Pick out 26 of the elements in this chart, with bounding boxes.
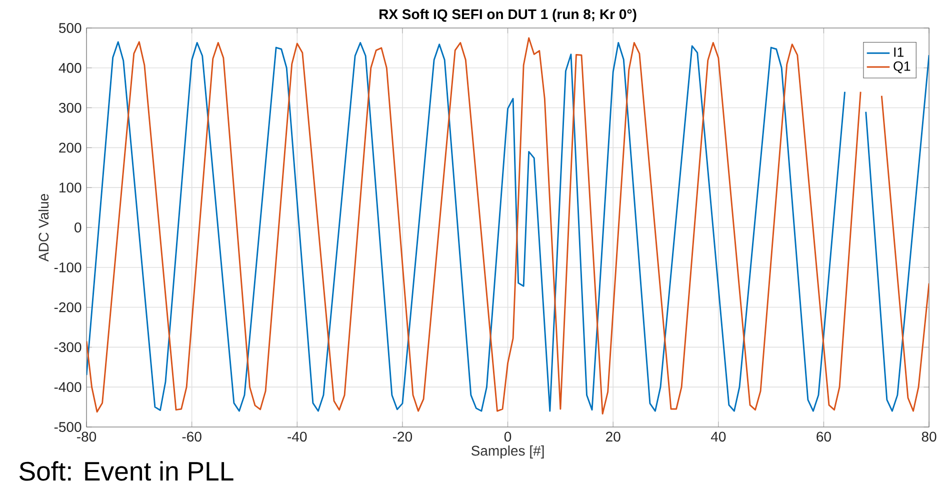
x-axis-title: Samples [#] <box>471 445 544 458</box>
y-tick-label: -300 <box>54 342 82 352</box>
y-tick-label: 100 <box>60 182 82 193</box>
y-tick-label: -500 <box>54 422 82 432</box>
x-tick-label: -80 <box>77 432 96 442</box>
y-tick-label: 300 <box>58 102 82 113</box>
y-tick-label: -400 <box>54 382 82 392</box>
x-tick-label: 80 <box>922 432 936 442</box>
y-tick-label: -200 <box>54 302 82 312</box>
x-tick-label: -60 <box>182 432 202 442</box>
x-tick-label: 40 <box>710 432 726 442</box>
text: Soft: Event in PLL <box>19 461 234 481</box>
x-tick-label: 20 <box>606 432 620 442</box>
x-tick-label: -40 <box>288 432 307 442</box>
legend-label: I1 <box>894 48 904 57</box>
x-tick-label: -20 <box>392 432 412 442</box>
x-tick-label: 60 <box>816 432 831 442</box>
chart-title: RX Soft IQ SEFI on DUT 1 (run 8; Kr 0°) <box>380 8 636 22</box>
y-tick-label: 0 <box>74 222 82 232</box>
legend-label: Q1 <box>894 61 910 74</box>
y-tick-label: -100 <box>54 262 82 272</box>
y-axis-title: ADC Value <box>38 194 49 262</box>
x-tick-label: 0 <box>504 432 512 442</box>
y-tick-label: 400 <box>58 62 82 73</box>
y-tick-label: 200 <box>59 142 82 153</box>
y-tick-label: 500 <box>59 23 82 33</box>
